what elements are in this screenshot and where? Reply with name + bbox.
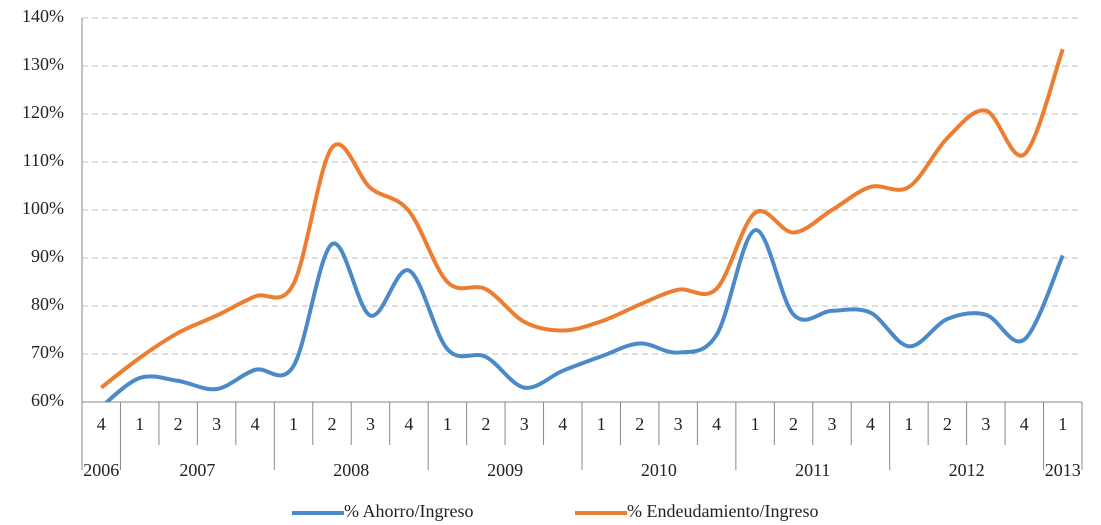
legend-label: % Ahorro/Ingreso [344, 501, 473, 521]
y-tick-label: 70% [31, 342, 64, 362]
plot-area [100, 48, 1065, 402]
legend-label: % Endeudamiento/Ingreso [627, 501, 818, 521]
x-tick-label: 4 [404, 414, 413, 434]
y-tick-label: 80% [31, 294, 64, 314]
year-label: 2010 [641, 460, 677, 480]
x-tick-label: 1 [751, 414, 760, 434]
x-tick-label: 1 [1058, 414, 1067, 434]
year-label: 2011 [795, 460, 830, 480]
x-tick-label: 1 [443, 414, 452, 434]
year-label: 2009 [487, 460, 523, 480]
y-tick-label: 120% [22, 102, 64, 122]
x-tick-label: 4 [1020, 414, 1029, 434]
x-tick-label: 3 [520, 414, 529, 434]
x-tick-label: 3 [212, 414, 221, 434]
y-tick-label: 130% [22, 54, 64, 74]
x-tick-label: 3 [674, 414, 683, 434]
x-tick-label: 3 [366, 414, 375, 434]
x-tick-label: 4 [712, 414, 721, 434]
x-tick-label: 4 [558, 414, 567, 434]
x-tick-label: 3 [981, 414, 990, 434]
year-label: 2008 [333, 460, 369, 480]
x-tick-label: 2 [789, 414, 798, 434]
year-label: 2006 [83, 460, 119, 480]
x-tick-label: 1 [904, 414, 913, 434]
x-tick-label: 1 [289, 414, 298, 434]
x-tick-label: 2 [635, 414, 644, 434]
x-tick-label: 2 [481, 414, 490, 434]
y-tick-label: 110% [23, 150, 64, 170]
y-tick-label: 60% [31, 390, 64, 410]
year-label: 2013 [1045, 460, 1081, 480]
x-tick-label: 1 [597, 414, 606, 434]
x-tick-label: 4 [97, 414, 106, 434]
x-tick-label: 1 [135, 414, 144, 434]
series-line [100, 48, 1065, 390]
y-tick-label: 140% [22, 6, 64, 26]
y-tick-label: 100% [22, 198, 64, 218]
x-tick-label: 2 [328, 414, 337, 434]
x-tick-label: 4 [251, 414, 260, 434]
x-tick-label: 3 [828, 414, 837, 434]
year-label: 2012 [949, 460, 985, 480]
year-label: 2007 [179, 460, 215, 480]
series-line [103, 228, 1065, 402]
y-tick-label: 90% [31, 246, 64, 266]
x-tick-label: 2 [174, 414, 183, 434]
x-tick-label: 2 [943, 414, 952, 434]
x-tick-label: 4 [866, 414, 875, 434]
